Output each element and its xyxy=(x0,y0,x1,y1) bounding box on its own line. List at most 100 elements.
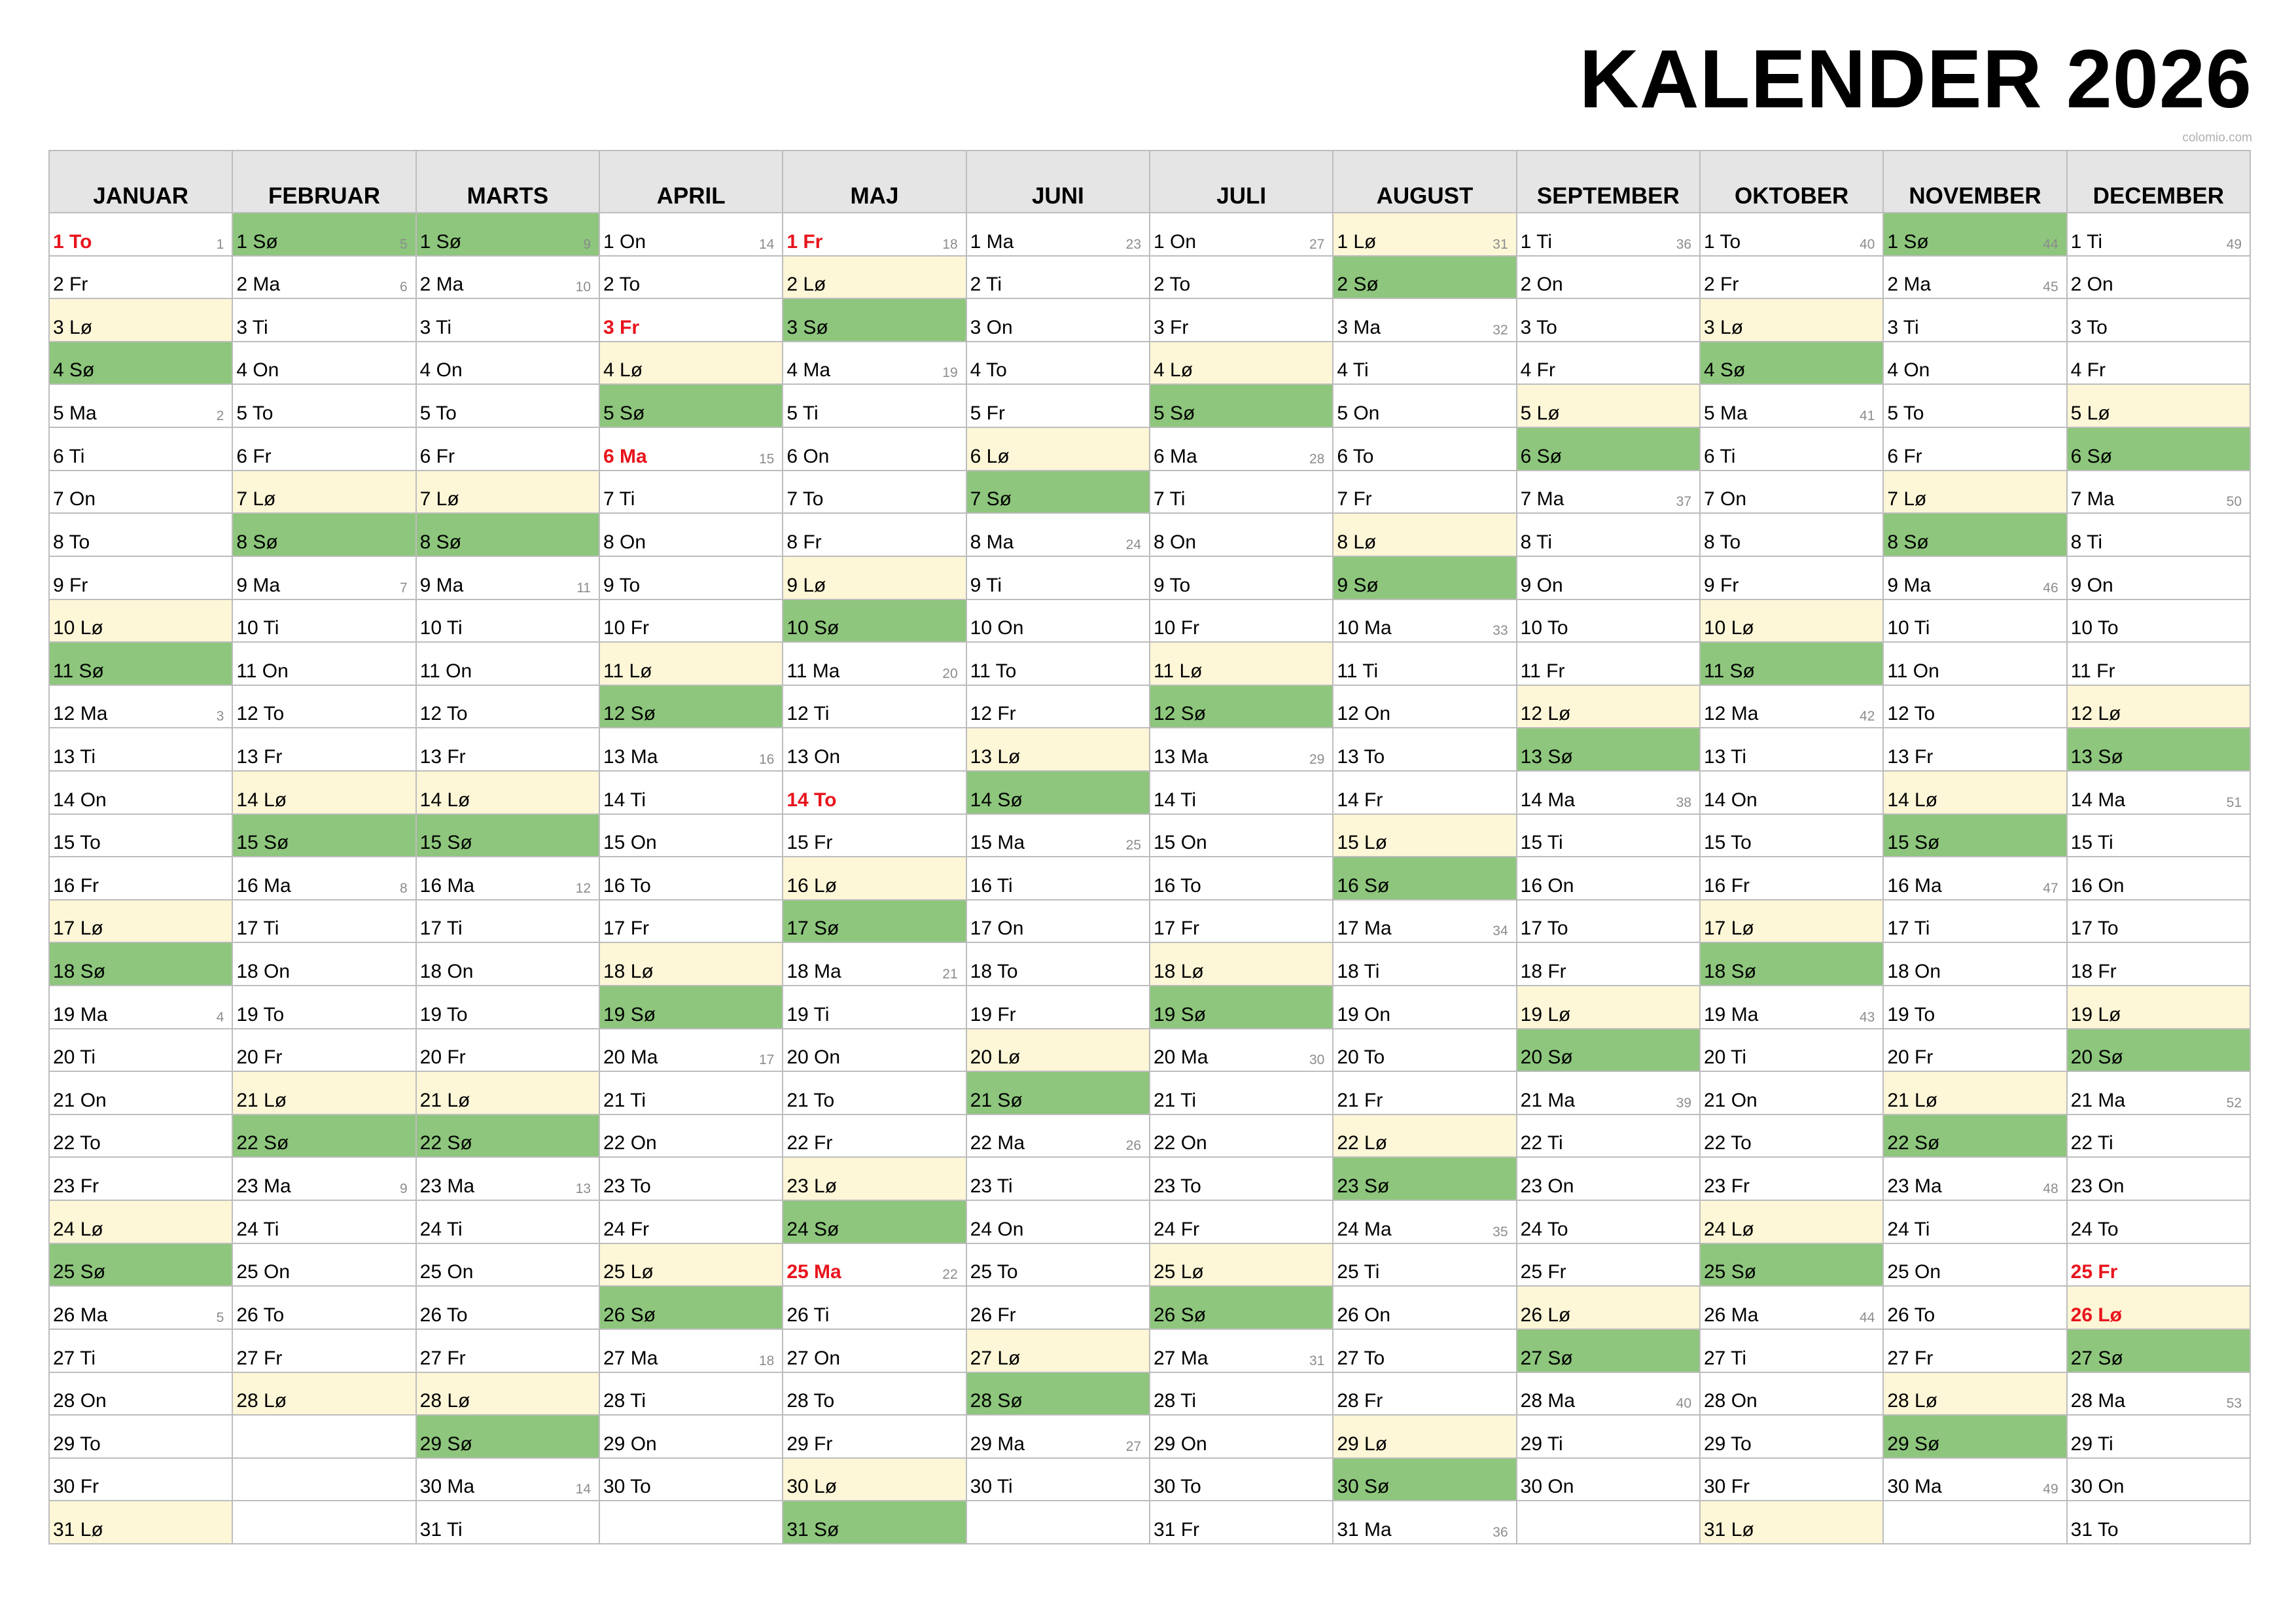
empty-cell xyxy=(233,1501,417,1544)
day-label: 10 Ti xyxy=(1887,617,1930,639)
day-cell: 5 On xyxy=(1333,385,1517,429)
day-cell: 6 On xyxy=(783,428,967,471)
day-cell: 24 Lø xyxy=(1701,1201,1884,1244)
day-cell: 15 To xyxy=(50,814,234,858)
day-cell: 2 Ma 10 xyxy=(416,256,600,300)
day-label: 4 To xyxy=(970,359,1007,382)
day-cell: 5 Sø xyxy=(600,385,784,429)
day-label: 29 Ma xyxy=(970,1433,1025,1455)
day-label: 5 To xyxy=(419,402,457,425)
day-label: 8 On xyxy=(1154,531,1197,553)
day-cell: 11 Lø xyxy=(600,643,784,686)
day-cell: 27 To xyxy=(1333,1329,1517,1373)
day-label: 6 Sø xyxy=(2070,445,2113,467)
day-cell: 31 Ti xyxy=(416,1501,600,1544)
day-label: 11 To xyxy=(970,660,1017,682)
day-label: 31 Ma xyxy=(1337,1518,1392,1541)
day-label: 2 Ma xyxy=(1887,274,1932,296)
day-cell: 15 Ti xyxy=(2067,814,2251,858)
day-label: 5 Sø xyxy=(603,402,645,425)
day-label: 31 Sø xyxy=(786,1518,839,1541)
day-label: 13 On xyxy=(786,745,841,768)
day-cell: 4 To xyxy=(966,342,1150,385)
week-number: 28 xyxy=(1309,451,1325,467)
day-cell: 4 Sø xyxy=(1701,342,1884,385)
day-cell: 7 Ti xyxy=(600,471,784,514)
day-cell: 14 Ma 38 xyxy=(1517,771,1701,815)
day-label: 22 Sø xyxy=(1887,1132,1940,1154)
day-cell: 31 To xyxy=(2067,1501,2251,1544)
week-number: 49 xyxy=(2043,1482,2058,1497)
day-cell: 12 Sø xyxy=(600,685,784,729)
day-label: 11 On xyxy=(1887,660,1939,682)
day-label: 17 On xyxy=(970,918,1024,940)
day-label: 10 On xyxy=(970,617,1024,639)
day-label: 2 Ma xyxy=(419,274,464,296)
day-cell: 13 Ti xyxy=(1701,728,1884,772)
day-cell: 8 On xyxy=(600,514,784,557)
day-label: 25 Ma xyxy=(786,1261,841,1283)
week-number: 39 xyxy=(1676,1095,1691,1111)
day-label: 14 On xyxy=(1704,789,1757,811)
day-cell: 5 Fr xyxy=(966,385,1150,429)
day-label: 12 To xyxy=(419,703,468,725)
day-label: 25 Ti xyxy=(1337,1261,1380,1283)
day-cell: 28 To xyxy=(783,1372,967,1416)
day-cell: 16 To xyxy=(600,857,784,901)
day-cell: 31 Lø xyxy=(50,1501,234,1544)
day-cell: 24 Fr xyxy=(1150,1201,1334,1244)
day-cell: 30 Fr xyxy=(50,1458,234,1502)
day-label: 20 Ma xyxy=(1154,1046,1209,1069)
week-number: 38 xyxy=(1676,794,1691,810)
day-cell: 14 Lø xyxy=(233,771,417,815)
day-cell: 20 To xyxy=(1333,1029,1517,1073)
day-label: 8 Sø xyxy=(236,531,278,553)
day-label: 22 On xyxy=(1154,1132,1207,1154)
day-label: 7 Lø xyxy=(1887,488,1927,510)
day-label: 11 On xyxy=(419,660,472,682)
day-label: 14 Ti xyxy=(603,789,646,811)
day-cell: 10 To xyxy=(2067,599,2251,643)
day-cell: 20 Fr xyxy=(233,1029,417,1073)
day-label: 13 Ma xyxy=(603,745,658,768)
day-cell: 2 Ma 6 xyxy=(233,256,417,300)
day-cell: 7 Ti xyxy=(1150,471,1334,514)
day-cell: 29 Ma 27 xyxy=(966,1416,1150,1459)
day-cell: 17 Fr xyxy=(1150,900,1334,944)
day-label: 11 Ti xyxy=(1337,660,1379,682)
day-cell: 15 Sø xyxy=(416,814,600,858)
day-cell: 1 Lø 31 xyxy=(1333,213,1517,257)
day-cell: 26 Fr xyxy=(966,1287,1150,1330)
day-label: 21 Fr xyxy=(1337,1089,1383,1111)
day-label: 3 Fr xyxy=(603,316,640,338)
day-cell: 8 Sø xyxy=(416,514,600,557)
day-cell: 23 Fr xyxy=(1701,1158,1884,1202)
day-label: 10 Fr xyxy=(1154,617,1200,639)
day-label: 5 Lø xyxy=(1520,402,1560,425)
day-label: 8 On xyxy=(603,531,646,553)
day-label: 1 Sø xyxy=(236,230,278,253)
day-label: 7 Ma xyxy=(1520,488,1564,510)
week-number: 50 xyxy=(2226,494,2242,510)
day-label: 2 Lø xyxy=(786,274,826,296)
day-cell: 30 To xyxy=(1150,1458,1334,1502)
day-label: 1 Sø xyxy=(1887,230,1929,253)
day-label: 25 To xyxy=(970,1261,1018,1283)
day-cell: 11 On xyxy=(233,643,417,686)
day-label: 15 Sø xyxy=(419,832,472,854)
day-label: 15 On xyxy=(1154,832,1207,854)
day-cell: 23 Lø xyxy=(783,1158,967,1202)
day-label: 18 Ti xyxy=(1337,961,1380,983)
day-cell: 10 To xyxy=(1517,599,1701,643)
week-number: 44 xyxy=(2043,236,2058,252)
day-label: 11 Lø xyxy=(603,660,652,682)
day-cell: 22 To xyxy=(50,1115,234,1158)
day-cell: 22 On xyxy=(600,1115,784,1158)
month-header: JUNI xyxy=(966,151,1150,213)
day-cell: 29 Sø xyxy=(416,1416,600,1459)
day-label: 19 On xyxy=(1337,1003,1391,1026)
day-label: 15 On xyxy=(603,832,657,854)
day-label: 6 Sø xyxy=(1520,445,1563,467)
day-cell: 26 Ti xyxy=(783,1287,967,1330)
day-label: 25 On xyxy=(1887,1261,1941,1283)
